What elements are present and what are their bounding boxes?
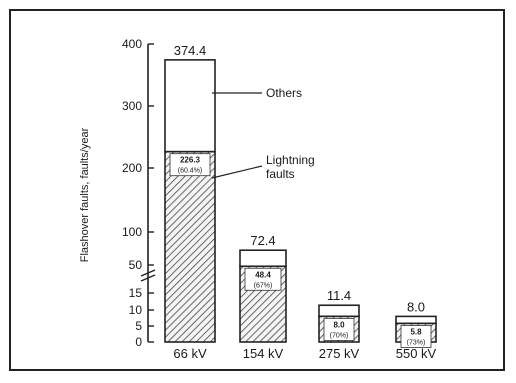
bar-others bbox=[164, 59, 216, 153]
bar-total-label: 72.4 bbox=[250, 233, 275, 248]
x-category-label: 275 kV bbox=[319, 346, 360, 361]
x-category-label: 550 kV bbox=[396, 346, 437, 361]
bar-total-label: 8.0 bbox=[407, 299, 425, 314]
y-tick-label: 0 bbox=[135, 335, 142, 349]
y-tick-label: 50 bbox=[129, 258, 143, 272]
y-tick-label: 100 bbox=[122, 225, 142, 239]
bar-total-label: 374.4 bbox=[174, 43, 207, 58]
y-tick-label: 15 bbox=[129, 286, 143, 300]
lightning-value-label: 8.0 bbox=[333, 320, 345, 329]
y-axis-title: Flashover faults, faults/year bbox=[79, 127, 91, 262]
lightning-value-box bbox=[323, 317, 355, 341]
lightning-percent-label: (67%) bbox=[254, 282, 273, 289]
y-tick-label: 400 bbox=[122, 37, 142, 51]
lightning-percent-label: (70%) bbox=[330, 332, 349, 339]
lightning-value-label: 5.8 bbox=[410, 327, 422, 336]
lightning-leader-line bbox=[211, 165, 263, 179]
lightning-value-box bbox=[169, 153, 211, 177]
bar-total-label: 11.4 bbox=[327, 288, 351, 303]
y-tick-label: 200 bbox=[122, 161, 142, 175]
bar-others bbox=[239, 249, 287, 268]
lightning-percent-label: (73%) bbox=[407, 339, 426, 346]
bar-others bbox=[318, 304, 360, 318]
axis-break-mark bbox=[140, 269, 156, 282]
lightning-percent-label: (60.4%) bbox=[178, 168, 203, 175]
annotation-lightning-faults: Lightning faults bbox=[266, 153, 315, 181]
x-category-label: 154 kV bbox=[243, 346, 284, 361]
lightning-value-box bbox=[244, 267, 282, 291]
y-tick-label: 300 bbox=[122, 99, 142, 113]
lightning-value-label: 48.4 bbox=[255, 270, 271, 279]
outer-frame bbox=[9, 9, 505, 371]
bar-others bbox=[395, 315, 437, 325]
y-tick-label: 10 bbox=[129, 303, 143, 317]
lightning-value-label: 226.3 bbox=[180, 156, 201, 165]
annotation-others: Others bbox=[266, 86, 302, 100]
bar-lightning bbox=[164, 150, 216, 343]
y-tick-label: 5 bbox=[135, 319, 142, 333]
x-category-label: 66 kV bbox=[173, 346, 207, 361]
lightning-value-box bbox=[400, 325, 432, 348]
